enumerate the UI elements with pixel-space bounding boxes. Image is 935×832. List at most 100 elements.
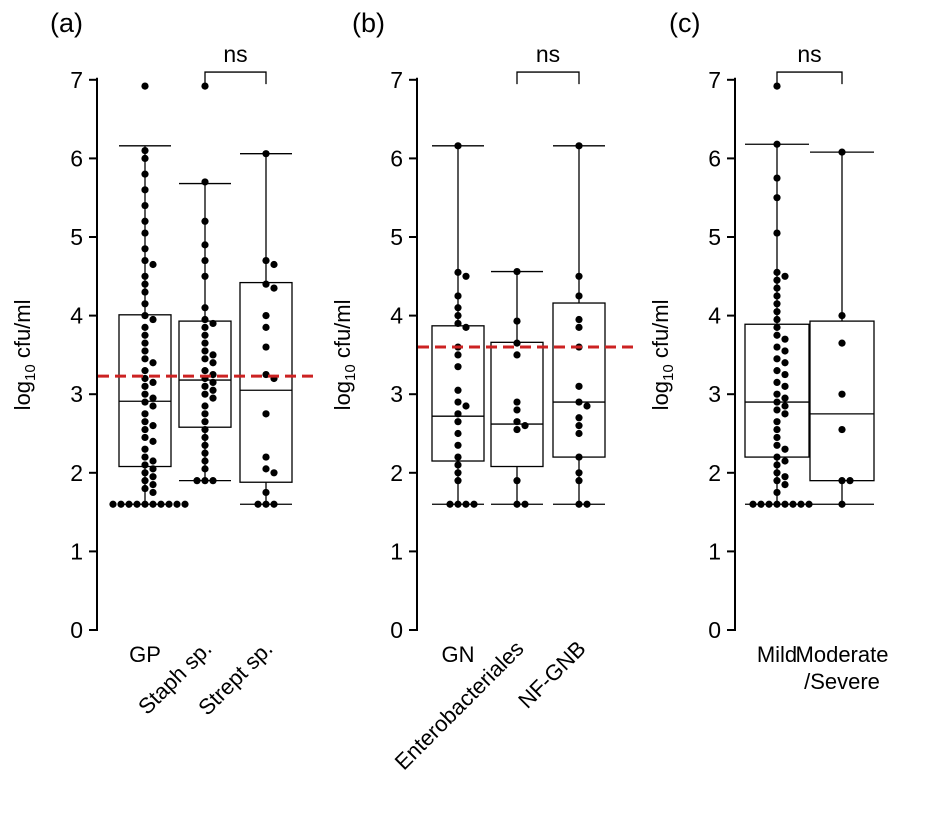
data-point [201,82,209,90]
data-point [141,170,149,178]
data-point [141,186,149,194]
data-point [575,398,583,406]
data-point [141,154,149,162]
data-point [141,390,149,398]
data-point [149,359,157,367]
data-point [773,398,781,406]
data-point [141,367,149,375]
data-point [454,312,462,320]
data-point [141,229,149,237]
data-point [575,500,583,508]
data-point [462,500,470,508]
data-point [773,331,781,339]
y-tick-label: 7 [390,67,403,93]
data-point [149,378,157,387]
y-tick-label: 7 [708,67,721,93]
data-point [521,422,529,430]
data-point [781,500,789,508]
data-point [141,453,149,461]
data-point [141,355,149,363]
data-point [209,394,217,402]
data-point [513,351,521,359]
data-point [773,469,781,477]
data-point [454,351,462,359]
data-point [262,488,270,497]
data-point [575,429,583,438]
data-point [141,312,149,320]
data-point [141,347,149,355]
data-point [575,315,583,324]
data-point [262,453,270,461]
data-point [201,217,209,225]
data-point [454,500,462,508]
data-point [781,402,789,410]
data-point [141,201,149,210]
data-point [513,267,521,276]
data-point [781,370,789,379]
data-point [446,500,454,508]
data-point [773,300,781,308]
series-enterobacteriales [490,267,544,508]
data-point [149,480,157,489]
data-point [149,315,157,324]
data-point [141,323,149,331]
y-tick-label: 1 [708,538,721,564]
category-label: GP [129,642,161,667]
data-point [781,394,789,402]
data-point [141,339,149,347]
data-point [149,437,157,445]
data-point [209,378,217,387]
data-point [254,500,262,508]
data-point [773,292,781,300]
data-point [773,378,781,387]
category-label: GN [442,642,475,667]
data-point [773,315,781,324]
data-point [575,382,583,390]
data-point [513,418,521,426]
data-point [454,268,462,276]
data-point [838,425,846,434]
data-point [141,300,149,308]
data-point [201,347,209,355]
y-tick-label: 2 [708,460,721,486]
y-tick-label: 6 [390,145,403,171]
data-point [781,457,789,465]
data-point [773,406,781,414]
data-point [773,461,781,469]
y-tick-label: 0 [70,617,83,643]
series-gp [109,82,189,508]
data-point [165,500,173,508]
series-gn [431,142,485,508]
data-point [141,418,149,426]
data-point [575,292,583,300]
data-point [141,217,149,225]
data-point [773,488,781,497]
data-point [262,150,270,158]
data-point [201,367,209,375]
data-point [773,308,781,316]
data-point [462,272,470,280]
data-point [838,477,846,485]
data-point [262,465,270,473]
data-point [805,500,813,508]
data-point [773,284,781,292]
y-tick-label: 0 [708,617,721,643]
data-point [454,453,462,461]
data-point [141,477,149,485]
significance-bracket [204,71,267,85]
data-point [149,488,157,497]
data-point [141,398,149,406]
data-point [846,477,854,485]
data-point [270,260,278,269]
data-point [575,272,583,280]
data-point [117,500,125,508]
data-point [789,500,797,508]
data-point [513,425,521,434]
data-point [201,418,209,426]
data-point [141,425,149,434]
data-point [262,280,270,288]
data-point [201,433,209,442]
series-moderatesevere [809,148,875,508]
y-tick-label: 1 [70,538,83,564]
